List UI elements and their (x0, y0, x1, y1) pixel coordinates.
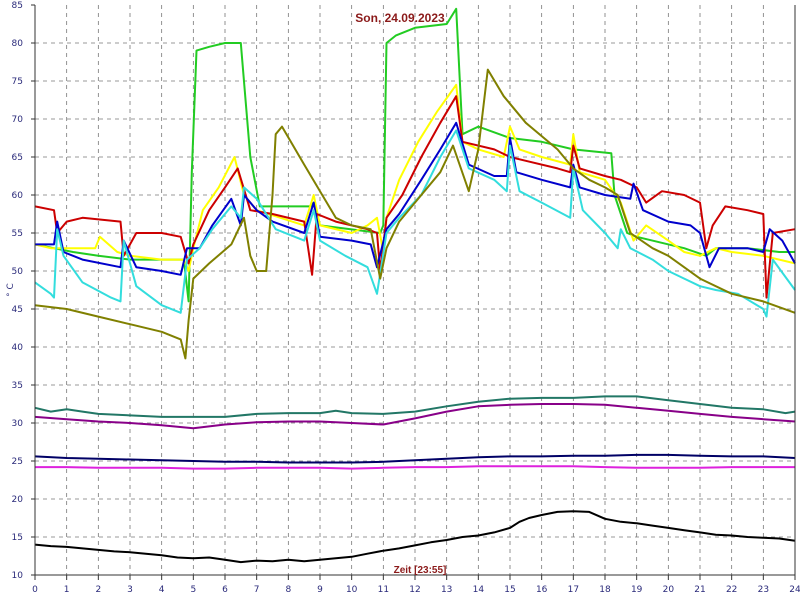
x-tick-label: 6 (222, 585, 228, 595)
y-tick-label: 50 (12, 267, 24, 277)
x-tick-label: 23 (758, 585, 769, 595)
y-tick-label: 40 (12, 343, 24, 353)
x-tick-label: 5 (190, 585, 196, 595)
x-tick-label: 13 (441, 585, 452, 595)
x-tick-label: 19 (631, 585, 643, 595)
series-line-8 (34, 403, 796, 430)
x-tick-label: 9 (317, 585, 323, 595)
y-tick-label: 35 (12, 381, 23, 391)
series-line-5 (34, 129, 796, 318)
series-line-9 (34, 453, 796, 464)
x-tick-label: 22 (726, 585, 737, 595)
x-tick-label: 7 (254, 585, 260, 595)
x-tick-label: 10 (346, 585, 358, 595)
x-tick-label: 17 (568, 585, 579, 595)
x-axis-label: Zeit [23:55] (394, 565, 447, 576)
y-tick-label: 75 (12, 77, 23, 87)
x-tick-label: 20 (663, 585, 675, 595)
series-line-11 (34, 510, 796, 564)
x-tick-label: 1 (64, 585, 70, 595)
x-tick-label: 8 (285, 585, 291, 595)
chart-title: Son, 24.09.2023 (355, 11, 445, 25)
x-tick-label: 4 (159, 585, 165, 595)
series-line-6 (34, 68, 796, 360)
grid (35, 5, 795, 575)
series-line-4 (35, 121, 796, 276)
y-tick-label: 10 (12, 571, 24, 581)
series-line-10 (35, 465, 795, 470)
x-tick-label: 16 (536, 585, 548, 595)
x-tick-label: 18 (599, 585, 611, 595)
y-tick-label: 80 (12, 39, 24, 49)
series-line-3 (34, 95, 796, 299)
y-tick-label: 25 (12, 457, 23, 467)
y-tick-label: 60 (12, 191, 24, 201)
y-axis-label: ° C (6, 283, 16, 297)
y-tick-label: 15 (12, 533, 23, 543)
y-tick-label: 55 (12, 229, 23, 239)
x-tick-label: 12 (409, 585, 420, 595)
x-tick-label: 15 (504, 585, 515, 595)
x-tick-label: 21 (694, 585, 705, 595)
x-tick-label: 0 (32, 585, 38, 595)
series-line-7 (34, 395, 796, 418)
x-tick-label: 24 (789, 585, 800, 595)
y-tick-label: 45 (12, 305, 23, 315)
x-tick-label: 3 (127, 585, 133, 595)
y-tick-label: 65 (12, 153, 23, 163)
tick-labels: 0 1 2 3 4 5 6 7 8 9 10 11 12 13 14 15 16 17 18 19 20 21 22 23 24… (12, 1, 800, 595)
y-tick-label: 70 (12, 115, 24, 125)
x-tick-label: 11 (378, 585, 389, 595)
x-tick-label: 14 (473, 585, 485, 595)
y-tick-label: 85 (12, 1, 23, 11)
x-tick-label: 2 (95, 585, 101, 595)
y-tick-label: 20 (12, 495, 24, 505)
axes (31, 4, 796, 580)
y-tick-label: 30 (12, 419, 24, 429)
series-lines (34, 7, 796, 564)
